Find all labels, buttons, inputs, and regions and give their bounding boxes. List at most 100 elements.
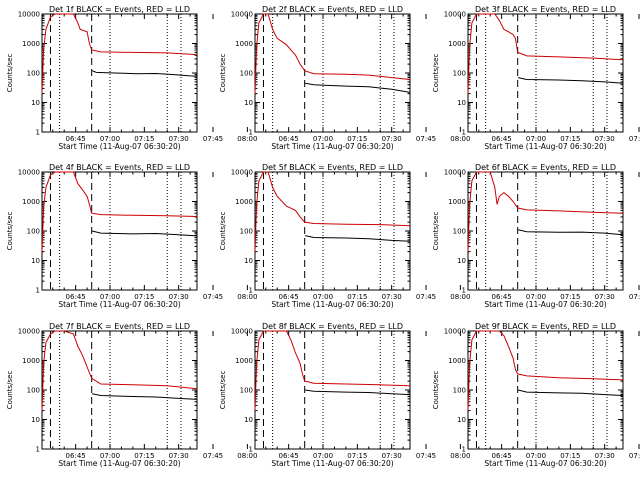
x-axis-label: Start Time (11-Aug-07 06:30:20)	[271, 300, 393, 309]
x-axis-label: Start Time (11-Aug-07 06:30:20)	[271, 459, 393, 468]
chart-title: Det 2f BLACK = Events, RED = LLD	[262, 5, 403, 14]
chart-title: Det 6f BLACK = Events, RED = LLD	[475, 163, 616, 172]
x-tick-label: 08:00	[237, 293, 257, 301]
x-tick-label: 07:00	[526, 293, 546, 301]
x-tick-label: 07:15	[560, 293, 580, 301]
lld-series-line	[254, 330, 411, 411]
x-tick-label: 07:45	[416, 293, 436, 301]
lld-series-line	[254, 171, 411, 252]
x-axis-label: Start Time (11-Aug-07 06:30:20)	[484, 459, 606, 468]
y-tick-label: 1	[462, 287, 466, 295]
x-tick-label: 07:30	[169, 293, 189, 301]
x-tick-label: 07:15	[347, 135, 367, 143]
x-tick-label: 07:45	[416, 452, 436, 460]
y-tick-label: 1000	[235, 357, 253, 365]
x-tick-label: 07:45	[203, 293, 223, 301]
y-tick-label: 1000	[235, 40, 253, 48]
events-series-line	[517, 229, 624, 236]
y-tick-label: 1	[36, 287, 40, 295]
chart-title: Det 4f BLACK = Events, RED = LLD	[49, 163, 190, 172]
plot-frame	[254, 330, 411, 450]
x-tick-label: 07:15	[347, 452, 367, 460]
events-series-line	[91, 393, 198, 400]
y-tick-label: 100	[240, 70, 253, 78]
x-tick-label: 07:15	[134, 135, 154, 143]
y-tick-label: 1000	[22, 40, 40, 48]
x-tick-label: 08:00	[450, 452, 470, 460]
x-tick-label: 07:30	[382, 135, 402, 143]
x-tick-label: 07:30	[595, 452, 615, 460]
y-tick-label: 100	[453, 387, 466, 395]
x-tick-label: 07:15	[347, 293, 367, 301]
events-series-line	[91, 70, 198, 77]
y-axis-label: Counts/sec	[219, 212, 227, 251]
chart-title: Det 8f BLACK = Events, RED = LLD	[262, 322, 403, 331]
x-tick-label: 08:00	[237, 135, 257, 143]
y-axis-label: Counts/sec	[219, 371, 227, 410]
chart-panel: 1 10 100 1000 10000 06:45 07:00 07:15 07:30 07:45…	[219, 322, 470, 468]
y-axis-label: Counts/sec	[432, 371, 440, 410]
x-tick-label: 07:45	[629, 452, 640, 460]
lld-series-line	[467, 13, 624, 94]
x-axis-label: Start Time (11-Aug-07 06:30:20)	[58, 142, 180, 151]
y-tick-label: 10000	[444, 169, 466, 177]
y-tick-label: 1	[36, 129, 40, 137]
x-tick-label: 08:00	[237, 452, 257, 460]
y-tick-label: 10	[31, 416, 40, 424]
lld-series-line	[467, 171, 624, 252]
x-tick-label: 07:00	[100, 135, 120, 143]
y-tick-label: 10	[244, 257, 253, 265]
y-tick-label: 10000	[18, 11, 40, 19]
x-tick-label: 06:45	[279, 135, 299, 143]
lld-series-line	[41, 13, 198, 94]
chart-panel: 1 10 100 1000 10000 06:45 07:00 07:15 07:30 07:45…	[6, 322, 257, 468]
y-tick-label: 10	[244, 99, 253, 107]
chart-panel: 1 10 100 1000 10000 06:45 07:00 07:15 07:30 07:45…	[432, 163, 640, 309]
y-tick-label: 1000	[22, 198, 40, 206]
events-series-line	[305, 389, 411, 396]
lld-series-line	[41, 171, 198, 252]
x-axis-label: Start Time (11-Aug-07 06:30:20)	[484, 300, 606, 309]
x-tick-label: 07:00	[100, 452, 120, 460]
lld-series-line	[254, 13, 411, 94]
y-tick-label: 100	[453, 228, 466, 236]
plot-frame	[467, 171, 624, 291]
y-tick-label: 10	[457, 257, 466, 265]
x-tick-label: 07:30	[595, 135, 615, 143]
chart-panel: 1 10 100 1000 10000 06:45 07:00 07:15 07:30 07:45…	[432, 322, 640, 468]
x-tick-label: 06:45	[66, 293, 86, 301]
y-tick-label: 10	[244, 416, 253, 424]
x-tick-label: 07:00	[526, 452, 546, 460]
lld-series-line	[41, 330, 198, 411]
y-tick-label: 1	[36, 446, 40, 454]
events-series-line	[517, 77, 624, 84]
x-axis-label: Start Time (11-Aug-07 06:30:20)	[58, 459, 180, 468]
x-tick-label: 06:45	[66, 135, 86, 143]
y-tick-label: 100	[240, 228, 253, 236]
chart-panel: 1 10 100 1000 10000 06:45 07:00 07:15 07:30 07:45…	[6, 5, 257, 151]
x-tick-label: 08:00	[450, 135, 470, 143]
x-tick-label: 06:45	[279, 293, 299, 301]
y-tick-label: 10	[457, 99, 466, 107]
chart-title: Det 7f BLACK = Events, RED = LLD	[49, 322, 190, 331]
y-tick-label: 10000	[444, 328, 466, 336]
y-tick-label: 100	[453, 70, 466, 78]
x-tick-label: 08:00	[450, 293, 470, 301]
chart-panel: 1 10 100 1000 10000 06:45 07:00 07:15 07:30 07:45…	[432, 5, 640, 151]
y-axis-label: Counts/sec	[6, 54, 14, 93]
x-tick-label: 07:30	[169, 135, 189, 143]
y-tick-label: 10000	[231, 328, 253, 336]
x-axis-label: Start Time (11-Aug-07 06:30:20)	[484, 142, 606, 151]
y-tick-label: 10	[457, 416, 466, 424]
chart-title: Det 3f BLACK = Events, RED = LLD	[475, 5, 616, 14]
y-tick-label: 10000	[231, 169, 253, 177]
y-tick-label: 1	[249, 287, 253, 295]
chart-title: Det 1f BLACK = Events, RED = LLD	[49, 5, 190, 14]
x-axis-label: Start Time (11-Aug-07 06:30:20)	[58, 300, 180, 309]
x-tick-label: 07:00	[313, 135, 333, 143]
x-tick-label: 07:30	[169, 452, 189, 460]
y-tick-label: 10000	[18, 169, 40, 177]
x-tick-label: 06:45	[66, 452, 86, 460]
y-tick-label: 1000	[235, 198, 253, 206]
